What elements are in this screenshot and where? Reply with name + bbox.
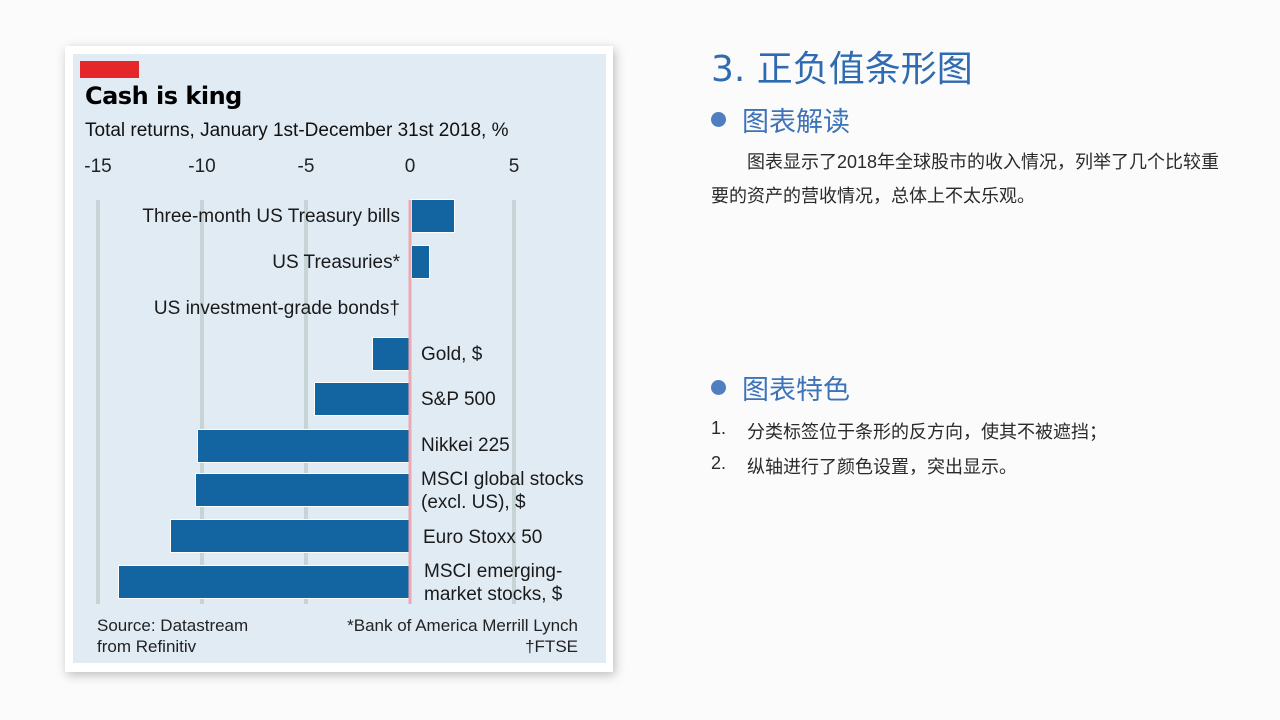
section-heading-text: 图表特色 — [742, 375, 850, 406]
bar-label: US investment-grade bonds† — [153, 298, 400, 319]
bar-label: S&P 500 — [421, 389, 496, 410]
x-tick-label: -10 — [188, 156, 216, 177]
section-heading-text: 图表解读 — [742, 107, 850, 138]
bar-label: Nikkei 225 — [421, 435, 510, 456]
bar-label: Three-month US Treasury bills — [142, 206, 400, 227]
list-text: 纵轴进行了颜色设置，突出显示。 — [747, 457, 1017, 477]
bar-gold — [373, 338, 409, 370]
bar-label: Gold, $ — [421, 344, 483, 365]
section-heading-interpretation: 图表解读 — [711, 100, 850, 139]
source-line: Source: Datastream — [97, 616, 249, 635]
bar-msci-emerging — [119, 566, 409, 598]
footnote: †FTSE — [525, 637, 578, 656]
chart-image-frame: Cash is king Total returns, January 1st-… — [65, 46, 613, 672]
bar-label: MSCI emerging- market stocks, $ — [424, 560, 562, 606]
section-heading-features: 图表特色 — [711, 368, 850, 407]
gridline — [304, 200, 308, 604]
interpretation-paragraph: 图表显示了2018年全球股市的收入情况，列举了几个比较重要的资产的营收情况，总体… — [711, 152, 1220, 206]
feature-list-item: 1. 分类标签位于条形的反方向，使其不被遮挡； — [711, 418, 1107, 444]
chart-footnotes: *Bank of America Merrill Lynch †FTSE — [347, 615, 578, 657]
bar-sp500 — [315, 383, 409, 415]
bar-msci-global — [196, 474, 409, 506]
bar-label: MSCI global stocks (excl. US), $ — [421, 468, 584, 514]
x-tick-label: 0 — [404, 156, 416, 177]
bar-label-line: (excl. US), $ — [421, 492, 526, 513]
bar-label-line: market stocks, $ — [424, 584, 563, 605]
list-number: 1. — [711, 418, 727, 438]
source-line: from Refinitiv — [97, 637, 197, 656]
x-tick-label: -15 — [84, 156, 112, 177]
bar-euro-stoxx-50 — [171, 520, 409, 552]
list-number: 2. — [711, 453, 727, 473]
bullet-dot-icon — [711, 112, 726, 127]
gridline — [96, 200, 100, 604]
bar-nikkei-225 — [198, 430, 409, 462]
feature-list-item: 2. 纵轴进行了颜色设置，突出显示。 — [711, 453, 1017, 479]
list-text: 分类标签位于条形的反方向，使其不被遮挡； — [747, 422, 1107, 442]
x-tick-label: -5 — [297, 156, 315, 177]
bar-three-month-treasury-bills — [412, 200, 454, 232]
bar-label-line: MSCI global stocks — [421, 469, 584, 490]
brand-red-tag — [80, 61, 139, 78]
zero-axis-line — [408, 200, 412, 604]
bar-us-treasuries — [412, 246, 429, 278]
footnote: *Bank of America Merrill Lynch — [347, 616, 578, 635]
chart-title: Cash is king — [85, 82, 242, 110]
chart-panel: Cash is king Total returns, January 1st-… — [73, 54, 606, 663]
gridline — [512, 200, 516, 604]
slide-title: 3. 正负值条形图 — [711, 49, 973, 90]
chart-source: Source: Datastream from Refinitiv — [97, 615, 248, 657]
chart-subtitle: Total returns, January 1st-December 31st… — [85, 120, 509, 141]
bar-label-line: MSCI emerging- — [424, 561, 563, 582]
bar-label: Euro Stoxx 50 — [423, 527, 543, 548]
bullet-dot-icon — [711, 380, 726, 395]
bar-label: US Treasuries* — [272, 252, 400, 273]
x-tick-label: 5 — [508, 156, 520, 177]
gridline — [200, 200, 204, 604]
